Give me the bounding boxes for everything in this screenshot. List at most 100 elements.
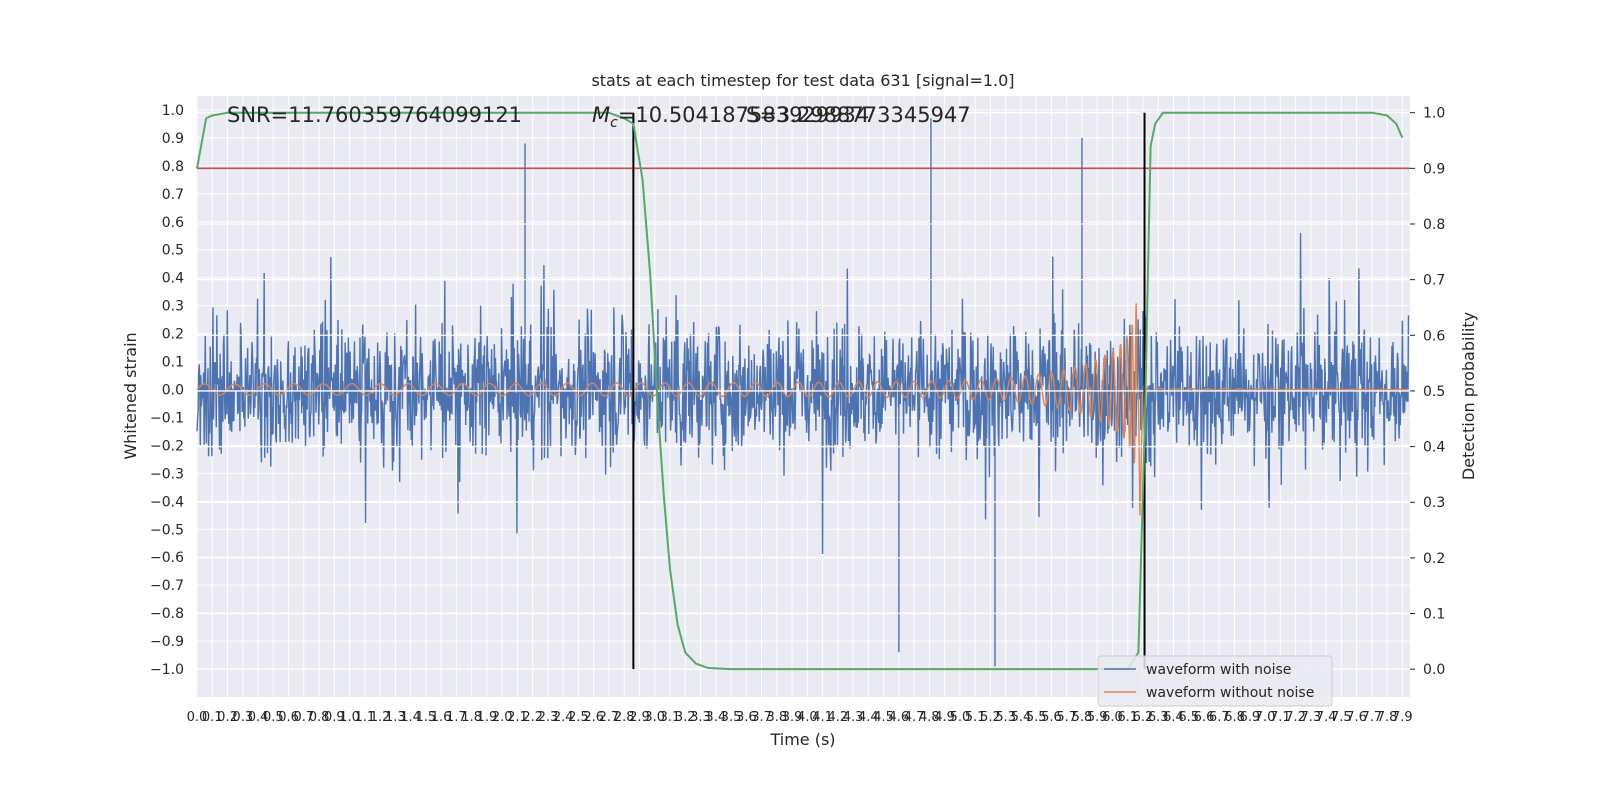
x-tick-label: 3.3 [690,710,711,725]
x-tick-label: 2.3 [538,710,559,725]
left-y-tick-label: 0.9 [162,131,184,147]
x-tick-label: 2.1 [507,710,528,725]
x-tick-label: 7.6 [1346,710,1367,725]
left-y-tick-label: −0.3 [150,466,184,482]
left-y-tick-label: −0.9 [150,634,184,650]
x-tick-label: 7.4 [1316,710,1337,725]
left-y-tick-label: −0.8 [150,606,184,622]
right-y-tick-label: 0.1 [1423,607,1445,623]
x-tick-label: 7.9 [1392,710,1413,725]
x-tick-label: 5.9 [1087,710,1108,725]
right-y-tick-label: 1.0 [1423,106,1445,122]
x-tick-label: 4.4 [858,710,879,725]
x-tick-label: 7.2 [1285,710,1306,725]
legend: waveform with noise waveform without nois… [1097,655,1333,707]
right-y-tick-label: 0.5 [1423,384,1445,400]
left-y-tick-label: −0.2 [150,438,184,454]
x-tick-label: 3.7 [751,710,772,725]
right-y-tick-label: 0.7 [1423,273,1445,289]
x-tick-label: 6.2 [1133,710,1154,725]
chart-title: stats at each timestep for test data 631… [591,71,1014,90]
overlap-annotation: S=3.2988773345947 [746,103,971,127]
left-y-tick-label: 0.4 [162,271,184,287]
detection-probability-line [196,111,1404,671]
right-y-tick-label: 0.8 [1423,217,1445,233]
left-y-tick-label: −0.4 [150,494,184,510]
x-tick-label: 1.3 [385,710,406,725]
legend-label: waveform with noise [1146,662,1291,678]
detection-probability-series [196,111,1410,671]
x-tick-label: 3.1 [660,710,681,725]
x-tick-label: 6.9 [1239,710,1260,725]
x-tick-label: 4.5 [873,710,894,725]
x-tick-label: 6.6 [1194,710,1215,725]
x-tick-label: 1.5 [416,710,437,725]
x-tick-label: 1.9 [477,710,498,725]
x-tick-label: 3.8 [766,710,787,725]
x-tick-label: 1.6 [431,710,452,725]
x-tick-label: 4.1 [812,710,833,725]
x-tick-label: 3.0 [644,710,665,725]
left-y-axis-label: Whitened strain [121,332,140,459]
left-y-tick-label: 0.1 [162,355,184,371]
x-tick-label: 0.0 [187,710,208,725]
x-tick-label: 5.0 [950,710,971,725]
x-tick-label: 7.7 [1362,710,1383,725]
x-tick-label: 0.1 [202,710,223,725]
x-tick-label: 5.6 [1041,710,1062,725]
x-tick-labels: 0.00.10.20.30.40.50.60.70.80.91.01.11.21… [187,710,1413,725]
x-tick-label: 5.1 [965,710,986,725]
left-y-tick-label: 0.5 [162,243,184,259]
x-tick-label: 6.8 [1224,710,1245,725]
x-tick-label: 1.7 [446,710,467,725]
clean-waveform-series [196,303,1409,516]
x-tick-label: 1.8 [461,710,482,725]
x-tick-label: 4.3 [843,710,864,725]
left-y-tick-label: 0.8 [162,159,184,175]
x-tick-label: 0.5 [263,710,284,725]
x-tick-label: 0.6 [278,710,299,725]
x-tick-label: 6.5 [1178,710,1199,725]
chirp-mass-subscript: c [610,115,618,131]
x-tick-label: 0.2 [217,710,238,725]
left-y-tick-labels: 1.0 0.9 0.8 0.7 0.6 0.5 0.4 0.3 0.2 0.1 0.0 −0.1 −0.… [150,103,184,678]
right-y-tick-label: 0.3 [1423,495,1445,511]
x-tick-label: 0.3 [232,710,253,725]
left-y-tick-label: 0.0 [162,383,184,399]
x-tick-label: 6.3 [1148,710,1169,725]
x-tick-label: 6.7 [1209,710,1230,725]
left-y-tick-label: −0.6 [150,550,184,566]
x-tick-label: 5.7 [1056,710,1077,725]
x-tick-label: 1.1 [354,710,375,725]
left-y-tick-label: −0.7 [150,578,184,594]
right-y-axis-label: Detection probability [1459,312,1478,480]
x-tick-label: 5.2 [980,710,1001,725]
x-tick-label: 5.3 [995,710,1016,725]
x-tick-label: 7.1 [1270,710,1291,725]
left-y-tick-label: −0.1 [150,410,184,426]
snr-annotation: SNR=11.760359764099121 [227,103,522,127]
x-tick-label: 2.4 [553,710,574,725]
x-tick-label: 0.9 [324,710,345,725]
chirp-mass-symbol: M [592,103,610,127]
x-axis-label: Time (s) [769,730,835,749]
legend-label: waveform without noise [1146,685,1314,701]
x-tick-label: 5.8 [1072,710,1093,725]
x-tick-label: 4.7 [904,710,925,725]
x-tick-label: 6.0 [1102,710,1123,725]
right-y-tick-label: 0.0 [1423,662,1445,678]
x-tick-label: 7.3 [1300,710,1321,725]
x-tick-label: 2.8 [614,710,635,725]
noisy-waveform-series [196,118,1410,667]
x-tick-label: 7.0 [1255,710,1276,725]
x-tick-label: 2.0 [492,710,513,725]
right-y-tick-label: 0.2 [1423,551,1445,567]
x-tick-label: 4.0 [797,710,818,725]
chirp-mass-value: =10.504187583929934 [618,103,869,127]
x-tick-label: 0.4 [248,710,269,725]
left-y-tick-label: −0.5 [150,522,184,538]
x-tick-label: 1.0 [339,710,360,725]
x-tick-label: 4.8 [919,710,940,725]
x-tick-label: 2.9 [629,710,650,725]
x-tick-label: 2.6 [583,710,604,725]
